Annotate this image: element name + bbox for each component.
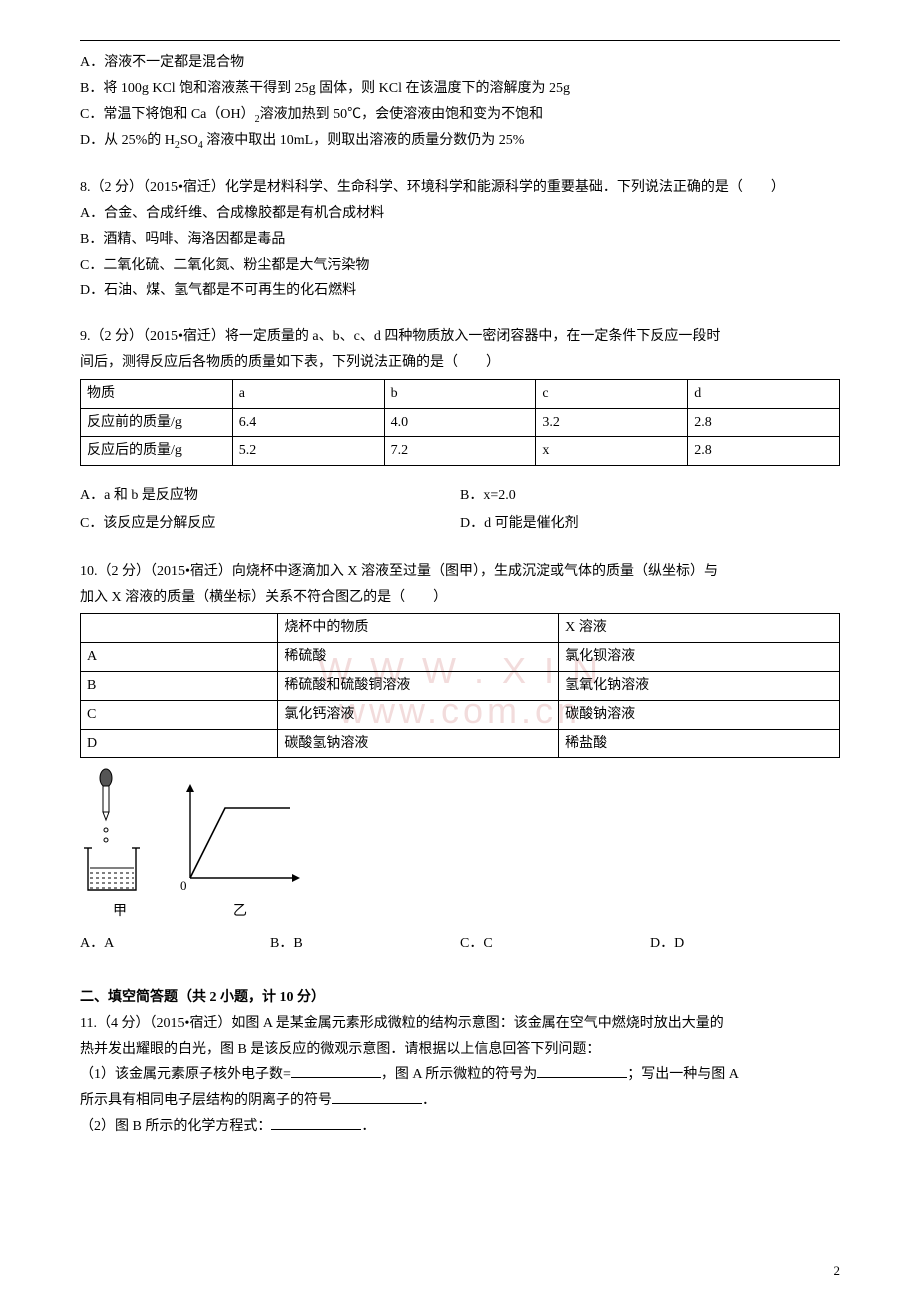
q9-th-0: 物质 (81, 379, 233, 408)
q8-option-a: A．合金、合成纤维、合成橡胶都是有机合成材料 (80, 202, 840, 226)
q10-rD-2: 稀盐酸 (559, 729, 840, 758)
q10-stem-2: 加入 X 溶液的质量（横坐标）关系不符合图乙的是（ ） (80, 586, 840, 610)
section-2-title: 二、填空简答题（共 2 小题，计 10 分） (80, 986, 840, 1010)
q10-option-a: A．A (80, 932, 270, 956)
figure-yi-label: 乙 (170, 900, 310, 924)
q10-th-2: X 溶液 (559, 614, 840, 643)
q9-r2-4: 2.8 (688, 437, 840, 466)
q9-th-1: a (232, 379, 384, 408)
q9-th-3: c (536, 379, 688, 408)
q11-stem-1: 11.（4 分）（2015•宿迁）如图 A 是某金属元素形成微粒的结构示意图：该… (80, 1012, 840, 1036)
q9-r2-2: 7.2 (384, 437, 536, 466)
question-9: 9.（2 分）（2015•宿迁）将一定质量的 a、b、c、d 四种物质放入一密闭… (80, 325, 840, 538)
q9-stem-1: 9.（2 分）（2015•宿迁）将一定质量的 a、b、c、d 四种物质放入一密闭… (80, 325, 840, 349)
question-10: 10.（2 分）（2015•宿迁）向烧杯中逐滴加入 X 溶液至过量（图甲），生成… (80, 560, 840, 958)
q10-rA-0: A (81, 643, 278, 672)
table-row: 烧杯中的物质 X 溶液 (81, 614, 840, 643)
q8-option-b: B．酒精、吗啡、海洛因都是毒品 (80, 228, 840, 252)
table-row: 反应后的质量/g 5.2 7.2 x 2.8 (81, 437, 840, 466)
q7-option-a: A．溶液不一定都是混合物 (80, 51, 840, 75)
q9-r1-2: 4.0 (384, 408, 536, 437)
table-row: B 稀硫酸和硫酸铜溶液 氢氧化钠溶液 (81, 671, 840, 700)
q9-th-2: b (384, 379, 536, 408)
q10-rA-2: 氯化钡溶液 (559, 643, 840, 672)
q10-rC-2: 碳酸钠溶液 (559, 700, 840, 729)
q9-th-4: d (688, 379, 840, 408)
q9-option-b: B．x=2.0 (460, 484, 840, 508)
q10-rB-2: 氢氧化钠溶液 (559, 671, 840, 700)
q9-r2-1: 5.2 (232, 437, 384, 466)
q7-option-c: C．常温下将饱和 Ca（OH）2溶液加热到 50℃，会使溶液由饱和变为不饱和 (80, 103, 840, 128)
q10-options: A．A B．B C．C D．D (80, 930, 840, 958)
q7-optc-post: 溶液加热到 50℃，会使溶液由饱和变为不饱和 (260, 107, 544, 122)
q7-optd-mid: SO (180, 133, 198, 148)
q11-p1-c: ；写出一种与图 A (627, 1067, 739, 1082)
figure-yi-zero: 0 (180, 878, 187, 893)
q10-rB-1: 稀硫酸和硫酸铜溶液 (278, 671, 559, 700)
q11-p1-a: （1）该金属元素原子核外电子数= (80, 1067, 291, 1082)
q7-optd-post: 溶液中取出 10mL，则取出溶液的质量分数仍为 25% (203, 133, 525, 148)
figure-jia-icon (80, 768, 160, 898)
q9-option-c: C．该反应是分解反应 (80, 512, 460, 536)
q10-rB-0: B (81, 671, 278, 700)
q11-p2-a: （2）图 B 所示的化学方程式： (80, 1119, 271, 1134)
q10-rD-0: D (81, 729, 278, 758)
q10-rA-1: 稀硫酸 (278, 643, 559, 672)
q10-th-1: 烧杯中的物质 (278, 614, 559, 643)
q10-figures: 0 (80, 768, 840, 898)
blank-4 (271, 1115, 361, 1130)
table-row: 反应前的质量/g 6.4 4.0 3.2 2.8 (81, 408, 840, 437)
q10-rD-1: 碳酸氢钠溶液 (278, 729, 559, 758)
top-rule (80, 40, 840, 41)
table-row: 物质 a b c d (81, 379, 840, 408)
figure-jia-label: 甲 (80, 900, 160, 924)
q8-option-c: C．二氧化硫、二氧化氮、粉尘都是大气污染物 (80, 254, 840, 278)
q7-option-b: B．将 100g KCl 饱和溶液蒸干得到 25g 固体，则 KCl 在该温度下… (80, 77, 840, 101)
q11-part2: （2）图 B 所示的化学方程式： ． (80, 1115, 840, 1139)
q8-stem: 8.（2 分）（2015•宿迁）化学是材料科学、生命科学、环境科学和能源科学的重… (80, 176, 840, 200)
q11-p1-d: 所示具有相同电子层结构的阴离子的符号 (80, 1093, 332, 1108)
blank-1 (291, 1063, 381, 1078)
q11-p1-b: ，图 A 所示微粒的符号为 (381, 1067, 537, 1082)
table-row: C 氯化钙溶液 碳酸钠溶液 (81, 700, 840, 729)
q9-r1-0: 反应前的质量/g (81, 408, 233, 437)
q11-part1: （1）该金属元素原子核外电子数= ，图 A 所示微粒的符号为 ；写出一种与图 A (80, 1063, 840, 1087)
figure-yi-icon: 0 (170, 778, 310, 898)
q10-rC-0: C (81, 700, 278, 729)
q9-stem-2: 间后，测得反应后各物质的质量如下表，下列说法正确的是（ ） (80, 351, 840, 375)
blank-2 (537, 1063, 627, 1078)
q10-figure-labels: 甲 乙 (80, 900, 840, 924)
q10-rC-1: 氯化钙溶液 (278, 700, 559, 729)
q10-table: 烧杯中的物质 X 溶液 A 稀硫酸 氯化钡溶液 B 稀硫酸和硫酸铜溶液 氢氧化钠… (80, 613, 840, 758)
q10-option-d: D．D (650, 932, 840, 956)
q11-stem-2: 热并发出耀眼的白光，图 B 是该反应的微观示意图．请根据以上信息回答下列问题： (80, 1038, 840, 1062)
question-11: 11.（4 分）（2015•宿迁）如图 A 是某金属元素形成微粒的结构示意图：该… (80, 1012, 840, 1139)
q9-options: A．a 和 b 是反应物 B．x=2.0 C．该反应是分解反应 D．d 可能是催… (80, 482, 840, 538)
q9-table: 物质 a b c d 反应前的质量/g 6.4 4.0 3.2 2.8 反应后的… (80, 379, 840, 466)
q7-optc-pre: C．常温下将饱和 Ca（OH） (80, 107, 255, 122)
q9-r1-4: 2.8 (688, 408, 840, 437)
q10-option-c: C．C (460, 932, 650, 956)
q11-p2-b: ． (361, 1119, 375, 1134)
q9-r2-3: x (536, 437, 688, 466)
q9-option-d: D．d 可能是催化剂 (460, 512, 840, 536)
q11-p1-e: ． (422, 1093, 436, 1108)
question-8: 8.（2 分）（2015•宿迁）化学是材料科学、生命科学、环境科学和能源科学的重… (80, 176, 840, 303)
blank-3 (332, 1089, 422, 1104)
q9-r1-1: 6.4 (232, 408, 384, 437)
q8-option-d: D．石油、煤、氢气都是不可再生的化石燃料 (80, 279, 840, 303)
q10-stem-1: 10.（2 分）（2015•宿迁）向烧杯中逐滴加入 X 溶液至过量（图甲），生成… (80, 560, 840, 584)
table-row: D 碳酸氢钠溶液 稀盐酸 (81, 729, 840, 758)
page-number: 2 (834, 1260, 841, 1282)
q9-option-a: A．a 和 b 是反应物 (80, 484, 460, 508)
q7-option-d: D．从 25%的 H2SO4 溶液中取出 10mL，则取出溶液的质量分数仍为 2… (80, 129, 840, 154)
q10-th-0 (81, 614, 278, 643)
q7-optd-pre: D．从 25%的 H (80, 133, 175, 148)
q10-option-b: B．B (270, 932, 460, 956)
q9-r2-0: 反应后的质量/g (81, 437, 233, 466)
q9-r1-3: 3.2 (536, 408, 688, 437)
q11-part1b: 所示具有相同电子层结构的阴离子的符号 ． (80, 1089, 840, 1113)
table-row: A 稀硫酸 氯化钡溶液 (81, 643, 840, 672)
